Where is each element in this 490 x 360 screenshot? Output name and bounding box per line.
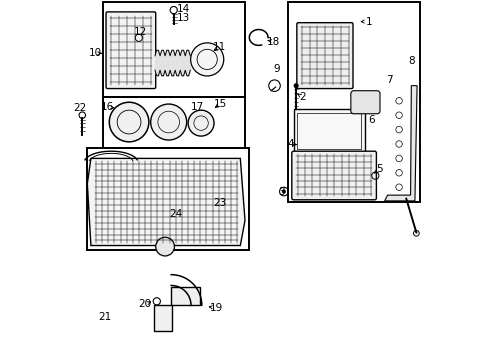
- Text: 12: 12: [134, 27, 147, 37]
- FancyBboxPatch shape: [106, 12, 156, 89]
- Text: 24: 24: [169, 209, 182, 219]
- Text: 21: 21: [98, 312, 111, 322]
- Bar: [297, 113, 361, 149]
- Circle shape: [396, 184, 402, 190]
- Text: 3: 3: [278, 187, 284, 197]
- Bar: [294, 109, 365, 152]
- Text: 13: 13: [177, 13, 191, 23]
- Bar: [103, 2, 245, 97]
- Bar: [154, 305, 172, 331]
- Text: 20: 20: [138, 299, 151, 309]
- Circle shape: [396, 98, 402, 104]
- Bar: [288, 2, 419, 202]
- Circle shape: [396, 170, 402, 176]
- Circle shape: [294, 84, 298, 88]
- Text: 15: 15: [214, 99, 227, 109]
- Polygon shape: [385, 86, 417, 201]
- Circle shape: [396, 155, 402, 162]
- Text: 4: 4: [287, 139, 294, 149]
- Circle shape: [396, 141, 402, 147]
- Text: 7: 7: [387, 75, 393, 85]
- Text: 10: 10: [88, 48, 101, 58]
- Bar: [103, 97, 245, 148]
- Text: 16: 16: [101, 102, 114, 112]
- Polygon shape: [87, 158, 245, 246]
- Text: 22: 22: [74, 103, 87, 113]
- Text: 17: 17: [191, 102, 204, 112]
- Text: 18: 18: [267, 37, 280, 47]
- Text: 2: 2: [299, 92, 306, 102]
- Bar: [171, 287, 199, 305]
- Text: 5: 5: [376, 164, 383, 174]
- FancyBboxPatch shape: [351, 91, 380, 114]
- Circle shape: [156, 237, 174, 256]
- Text: 6: 6: [368, 114, 375, 125]
- Circle shape: [282, 190, 286, 193]
- Circle shape: [151, 104, 187, 140]
- Bar: [87, 148, 248, 250]
- Circle shape: [396, 126, 402, 133]
- Circle shape: [191, 43, 224, 76]
- FancyBboxPatch shape: [292, 151, 376, 200]
- Text: 9: 9: [273, 64, 280, 74]
- Circle shape: [396, 112, 402, 118]
- Text: 8: 8: [408, 56, 415, 66]
- Circle shape: [109, 102, 149, 142]
- Circle shape: [188, 110, 214, 136]
- Text: 14: 14: [177, 4, 191, 14]
- Text: 1: 1: [366, 17, 372, 27]
- Text: 23: 23: [213, 198, 226, 208]
- Text: 11: 11: [213, 42, 226, 52]
- FancyBboxPatch shape: [297, 23, 353, 89]
- Text: 19: 19: [210, 303, 223, 313]
